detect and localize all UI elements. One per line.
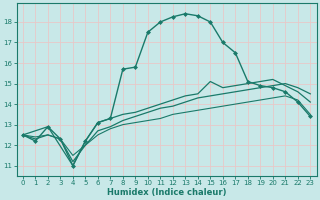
X-axis label: Humidex (Indice chaleur): Humidex (Indice chaleur) <box>107 188 226 197</box>
